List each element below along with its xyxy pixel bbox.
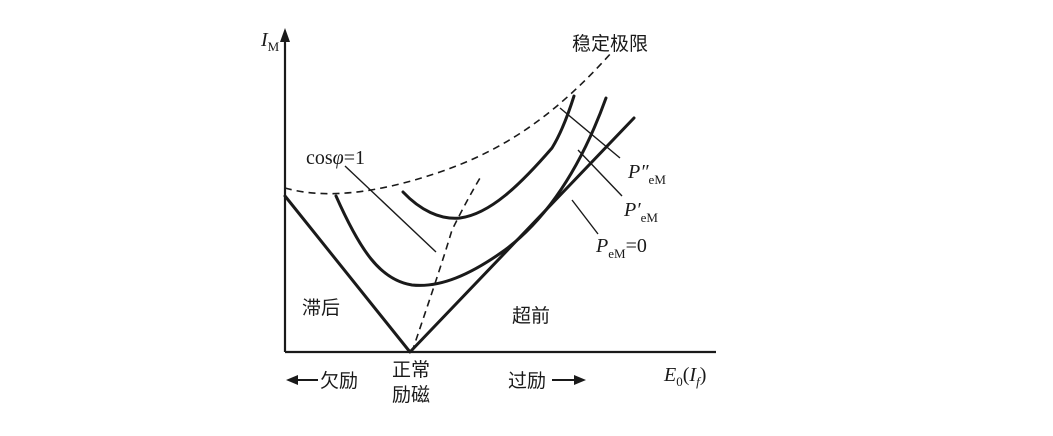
y-axis-arrow xyxy=(280,28,290,42)
v-curve-p-zero xyxy=(283,116,636,354)
under-excitation-indicator: 欠励 xyxy=(286,370,358,392)
right-arrow-icon xyxy=(574,375,586,385)
lagging-region-label: 滞后 xyxy=(302,297,340,319)
y-axis-label: IM xyxy=(260,29,280,54)
unity-power-factor-locus xyxy=(411,177,481,353)
cos-phi-label: cosφ=1 xyxy=(306,147,365,169)
x-axis-label: E0(If) xyxy=(663,364,706,389)
leader-p-prime xyxy=(577,149,623,197)
v-curve-p-prime xyxy=(334,96,608,287)
leading-region-label: 超前 xyxy=(512,305,550,327)
leader-cos-phi xyxy=(344,165,437,253)
leader-p-double-prime xyxy=(559,107,621,159)
under-excitation-label: 欠励 xyxy=(320,370,358,392)
p-double-prime-label: P″eM xyxy=(627,161,666,187)
p-zero-label: PeM=0 xyxy=(595,235,647,261)
over-excitation-label: 过励 xyxy=(508,370,546,392)
axes xyxy=(280,28,716,354)
leader-p-zero xyxy=(571,199,599,235)
v-curve-p-double-prime xyxy=(401,94,576,220)
over-excitation-indicator: 过励 xyxy=(508,370,586,392)
stability-limit-label: 稳定极限 xyxy=(572,33,648,55)
normal-excitation-label-line1: 正常 xyxy=(392,359,430,381)
stability-limit-curve xyxy=(284,51,613,195)
normal-excitation-label-line2: 励磁 xyxy=(392,384,430,406)
p-prime-label: P′eM xyxy=(623,199,658,225)
left-arrow-icon xyxy=(286,375,298,385)
